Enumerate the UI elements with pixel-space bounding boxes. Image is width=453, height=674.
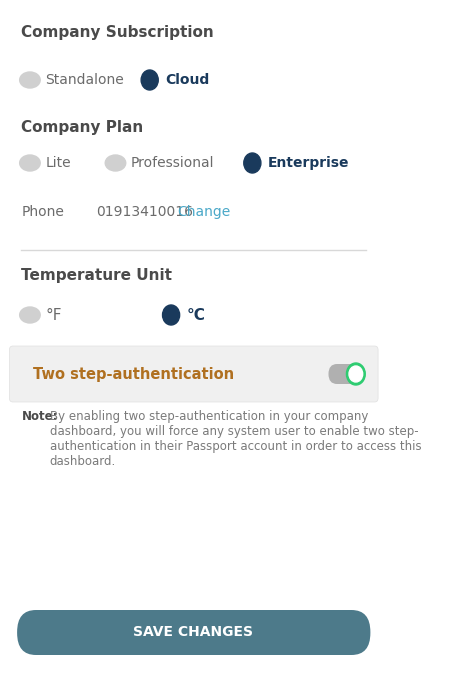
Text: Cloud: Cloud xyxy=(165,73,209,87)
Circle shape xyxy=(163,305,180,325)
Ellipse shape xyxy=(19,155,40,171)
FancyBboxPatch shape xyxy=(17,610,371,655)
Circle shape xyxy=(141,70,158,90)
Text: Company Subscription: Company Subscription xyxy=(21,25,214,40)
Text: Change: Change xyxy=(177,205,230,219)
FancyBboxPatch shape xyxy=(10,346,378,402)
Text: °C: °C xyxy=(187,307,205,322)
Circle shape xyxy=(349,366,363,382)
Text: Lite: Lite xyxy=(45,156,71,170)
Ellipse shape xyxy=(19,72,40,88)
Ellipse shape xyxy=(105,155,126,171)
Text: Phone: Phone xyxy=(21,205,64,219)
Text: Temperature Unit: Temperature Unit xyxy=(21,268,173,283)
Circle shape xyxy=(347,363,365,385)
FancyBboxPatch shape xyxy=(328,364,364,384)
Text: By enabling two step-authentication in your company
dashboard, you will force an: By enabling two step-authentication in y… xyxy=(50,410,421,468)
Text: Enterprise: Enterprise xyxy=(268,156,349,170)
Text: °F: °F xyxy=(45,307,62,322)
Text: Professional: Professional xyxy=(131,156,214,170)
Text: Note:: Note: xyxy=(21,410,58,423)
Text: Two step-authentication: Two step-authentication xyxy=(33,367,234,381)
Circle shape xyxy=(244,153,261,173)
Text: Company Plan: Company Plan xyxy=(21,120,144,135)
Text: SAVE CHANGES: SAVE CHANGES xyxy=(133,625,253,640)
Text: Standalone: Standalone xyxy=(45,73,124,87)
Ellipse shape xyxy=(19,307,40,323)
Text: 01913410016: 01913410016 xyxy=(96,205,193,219)
